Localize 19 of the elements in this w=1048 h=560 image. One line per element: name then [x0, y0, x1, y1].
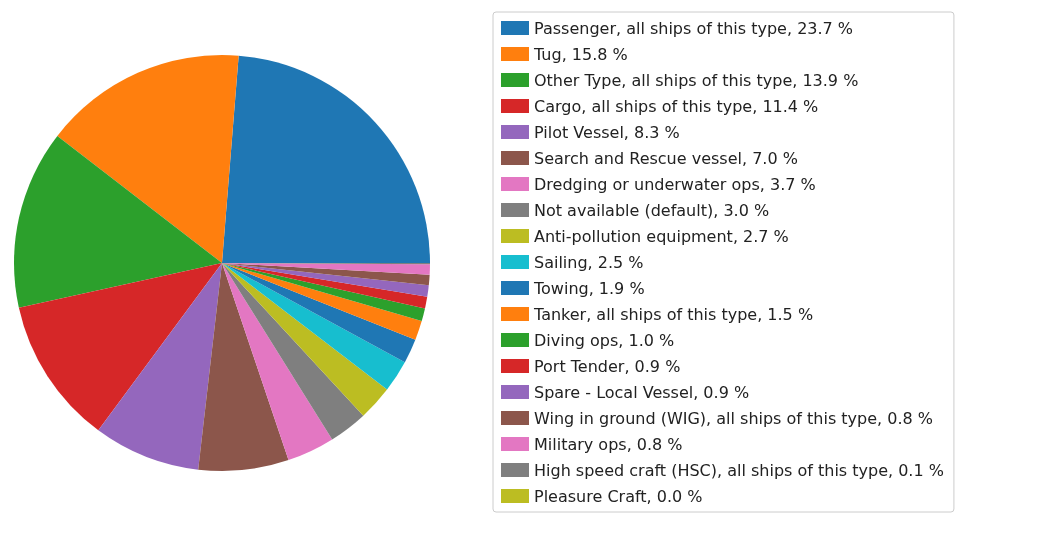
legend-label: Port Tender, 0.9 %	[534, 356, 681, 376]
legend-label: Other Type, all ships of this type, 13.9 %	[534, 70, 859, 90]
legend-label: Towing, 1.9 %	[533, 278, 645, 298]
legend-label: Tanker, all ships of this type, 1.5 %	[533, 304, 814, 324]
legend-label: Dredging or underwater ops, 3.7 %	[534, 174, 816, 194]
legend-label: Not available (default), 3.0 %	[534, 200, 770, 220]
legend-label: Pleasure Craft, 0.0 %	[534, 486, 703, 506]
legend-label: Spare - Local Vessel, 0.9 %	[534, 382, 750, 402]
legend-label: Pilot Vessel, 8.3 %	[534, 122, 680, 142]
legend-label: Wing in ground (WIG), all ships of this type, 0.8 %	[534, 408, 933, 428]
legend-label: Search and Rescue vessel, 7.0 %	[534, 148, 798, 168]
legend-label: Tug, 15.8 %	[533, 44, 628, 64]
legend-label: Sailing, 2.5 %	[534, 252, 644, 272]
legend-label: High speed craft (HSC), all ships of this type, 0.1 %	[534, 460, 944, 480]
legend-label: Diving ops, 1.0 %	[534, 330, 675, 350]
legend-label: Military ops, 0.8 %	[534, 434, 683, 454]
legend-label: Cargo, all ships of this type, 11.4 %	[534, 96, 819, 116]
legend-label: Passenger, all ships of this type, 23.7 %	[534, 18, 854, 38]
legend-label: Anti-pollution equipment, 2.7 %	[534, 226, 789, 246]
